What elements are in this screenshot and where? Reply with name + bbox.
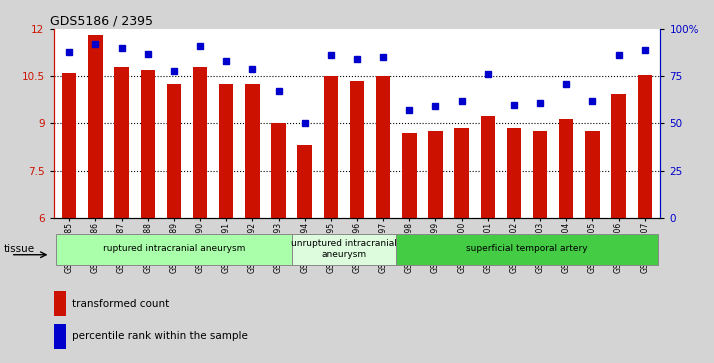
Bar bbox=[507, 128, 521, 218]
Bar bbox=[56, 234, 291, 265]
Bar bbox=[193, 67, 207, 218]
Bar bbox=[54, 291, 66, 316]
Text: percentile rank within the sample: percentile rank within the sample bbox=[71, 331, 248, 342]
Bar bbox=[114, 67, 129, 218]
Bar bbox=[533, 131, 548, 218]
Bar bbox=[611, 94, 625, 218]
Bar bbox=[141, 70, 155, 218]
Text: superficial temporal artery: superficial temporal artery bbox=[466, 244, 588, 253]
Bar bbox=[481, 115, 495, 218]
Bar bbox=[166, 84, 181, 218]
Text: tissue: tissue bbox=[4, 244, 35, 254]
Bar bbox=[89, 35, 103, 218]
Bar bbox=[428, 131, 443, 218]
Bar bbox=[376, 76, 391, 218]
Bar bbox=[350, 81, 364, 218]
Bar bbox=[638, 75, 652, 218]
Bar bbox=[271, 123, 286, 218]
Bar bbox=[585, 131, 600, 218]
Bar bbox=[291, 234, 396, 265]
Bar bbox=[559, 119, 573, 218]
Bar bbox=[402, 133, 416, 218]
Bar bbox=[54, 324, 66, 349]
Text: transformed count: transformed count bbox=[71, 299, 169, 309]
Bar bbox=[219, 84, 233, 218]
Bar bbox=[323, 76, 338, 218]
Bar bbox=[298, 146, 312, 218]
Bar bbox=[62, 73, 76, 218]
Text: unruptured intracranial
aneurysm: unruptured intracranial aneurysm bbox=[291, 239, 397, 258]
Bar bbox=[454, 128, 469, 218]
Text: ruptured intracranial aneurysm: ruptured intracranial aneurysm bbox=[103, 244, 245, 253]
Bar bbox=[245, 84, 260, 218]
Bar bbox=[396, 234, 658, 265]
Text: GDS5186 / 2395: GDS5186 / 2395 bbox=[50, 15, 153, 28]
